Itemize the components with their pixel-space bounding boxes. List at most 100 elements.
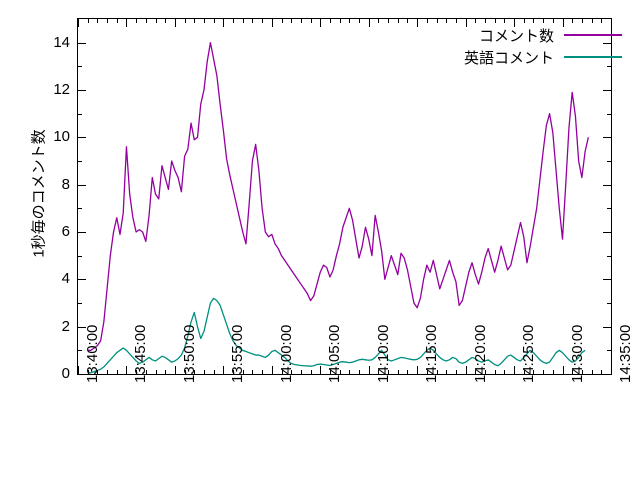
x-axis-minor-tick — [436, 370, 438, 374]
x-tick-label: 14:30:00 — [568, 324, 586, 383]
x-axis-minor-tick — [233, 19, 235, 23]
x-axis-minor-tick — [533, 19, 535, 23]
x-axis-tick — [78, 366, 79, 374]
x-axis-minor-tick — [136, 370, 138, 374]
y-tick-label: 0 — [61, 365, 70, 382]
x-axis-minor-tick — [446, 370, 448, 374]
x-axis-minor-tick — [291, 370, 293, 374]
x-tick-label: 13:45:00 — [132, 324, 150, 383]
y-axis-minor-tick — [78, 255, 82, 257]
x-tick-label: 14:15:00 — [423, 324, 441, 383]
y-tick-label: 8 — [61, 175, 70, 193]
y-tick-label: 6 — [61, 223, 70, 240]
x-axis-minor-tick — [552, 370, 554, 374]
x-axis-minor-tick — [145, 370, 147, 374]
y-tick-label: 2 — [61, 317, 70, 335]
x-axis-tick — [465, 366, 467, 374]
plot-lines — [87, 42, 589, 374]
x-axis-tick — [320, 19, 322, 27]
x-axis-minor-tick — [543, 370, 545, 374]
x-axis-tick-labels: 13:40:00 13:45:00 13:50:00 13:55:00 14:00:00… — [77, 325, 634, 480]
y-axis-minor-tick — [78, 350, 82, 352]
y-axis-tick — [603, 184, 611, 186]
legend-item-0[interactable]: コメント数 — [464, 24, 622, 46]
x-axis-minor-tick — [504, 19, 506, 23]
x-axis-minor-tick — [407, 19, 409, 23]
y-axis-tick — [603, 374, 611, 375]
x-axis-tick — [417, 366, 419, 374]
x-axis-minor-tick — [591, 370, 593, 374]
y-axis-tick — [78, 42, 86, 44]
x-axis-minor-tick — [543, 19, 545, 23]
x-axis-minor-tick — [107, 370, 109, 374]
y-axis-tick — [78, 374, 86, 375]
x-axis-minor-tick — [242, 370, 244, 374]
x-axis-tick — [562, 366, 564, 374]
x-axis-minor-tick — [184, 370, 186, 374]
x-axis-tick — [514, 366, 516, 374]
y-axis-tick — [78, 137, 86, 139]
y-axis-minor-tick — [78, 208, 82, 210]
legend-label: 英語コメント — [463, 49, 554, 67]
y-axis-minor-tick — [78, 303, 82, 304]
x-axis-minor-tick — [591, 19, 593, 23]
x-axis-minor-tick — [262, 370, 264, 374]
x-axis-tick — [320, 366, 322, 374]
x-tick-label: 14:05:00 — [326, 324, 344, 383]
x-axis-minor-tick — [475, 370, 477, 374]
x-axis-tick — [562, 19, 564, 27]
x-axis-tick — [126, 366, 128, 374]
y-axis-tick — [603, 42, 611, 44]
series-line-0 — [87, 42, 589, 351]
x-axis-minor-tick — [116, 370, 118, 374]
legend-item-1[interactable]: 英語コメント — [464, 46, 622, 68]
y-axis-minor-tick — [607, 208, 611, 210]
y-tick-label: 12 — [53, 81, 70, 98]
y-axis-tick — [78, 232, 86, 233]
x-axis-minor-tick — [194, 370, 196, 374]
x-axis-minor-tick — [455, 370, 457, 374]
x-axis-minor-tick — [533, 370, 535, 374]
x-axis-minor-tick — [310, 19, 312, 23]
x-axis-minor-tick — [87, 19, 89, 23]
y-axis-tick-labels: 0 2 4 6 8 10 12 14 — [5, 18, 70, 381]
x-axis-minor-tick — [165, 19, 167, 23]
y-axis-minor-tick — [607, 66, 611, 68]
y-axis-tick — [603, 279, 611, 281]
plot-frame — [77, 18, 612, 375]
x-axis-minor-tick — [242, 19, 244, 23]
x-axis-minor-tick — [262, 19, 264, 23]
x-axis-minor-tick — [407, 370, 409, 374]
x-axis-minor-tick — [145, 19, 147, 23]
y-axis-tick — [603, 326, 611, 328]
x-tick-label: 13:50:00 — [180, 324, 198, 383]
x-axis-tick — [514, 19, 516, 27]
x-axis-minor-tick — [523, 370, 525, 374]
x-axis-minor-tick — [359, 370, 361, 374]
y-axis-tick — [78, 90, 86, 91]
x-axis-minor-tick — [426, 370, 428, 374]
x-axis-minor-tick — [572, 19, 574, 23]
x-axis-tick — [271, 19, 273, 27]
x-axis-minor-tick — [329, 370, 331, 374]
x-axis-minor-tick — [446, 19, 448, 23]
x-axis-minor-tick — [426, 19, 428, 23]
x-axis-minor-tick — [523, 19, 525, 23]
x-axis-tick — [611, 366, 612, 374]
x-axis-minor-tick — [291, 19, 293, 23]
x-axis-minor-tick — [388, 370, 390, 374]
y-axis-tick — [603, 137, 611, 139]
x-tick-label: 14:25:00 — [520, 324, 538, 383]
x-tick-label: 13:40:00 — [84, 324, 101, 383]
x-axis-minor-tick — [300, 19, 302, 23]
x-axis-minor-tick — [155, 19, 157, 23]
plot-area — [78, 19, 611, 374]
x-axis-minor-tick — [213, 370, 215, 374]
y-axis-minor-tick — [78, 113, 82, 115]
y-axis-minor-tick — [607, 255, 611, 257]
x-axis-tick — [417, 19, 419, 27]
x-axis-minor-tick — [97, 19, 99, 23]
x-tick-label: 14:20:00 — [471, 324, 489, 383]
y-axis-tick — [603, 232, 611, 233]
